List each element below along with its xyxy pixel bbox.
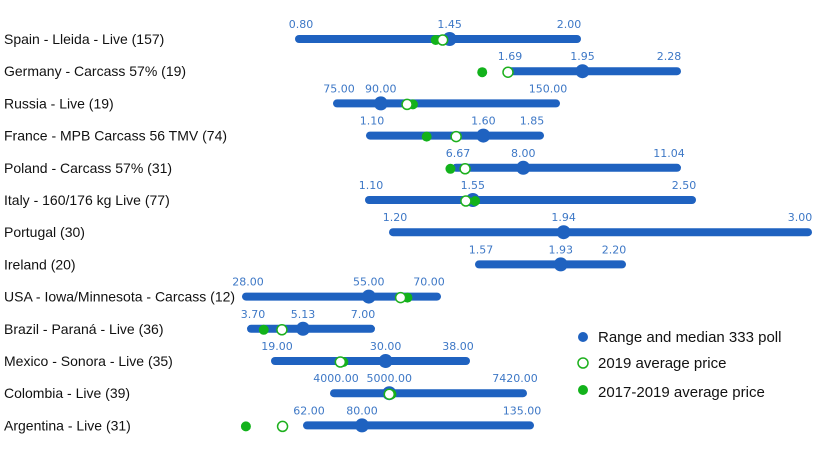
median-dot: [476, 128, 491, 143]
row-label: Mexico - Sonora - Live (35): [4, 353, 173, 369]
min-value-label: 1.10: [360, 115, 385, 128]
min-value-label: 1.20: [383, 211, 408, 224]
row-label: USA - Iowa/Minnesota - Carcass (12): [4, 289, 235, 305]
max-value-label: 2.28: [657, 50, 682, 63]
median-dot: [516, 160, 531, 175]
row-label: France - MPB Carcass 56 TMV (74): [4, 128, 227, 144]
median-value-label: 5000.00: [367, 372, 413, 385]
median-value-label: 90.00: [365, 82, 397, 95]
min-value-label: 28.00: [232, 276, 264, 289]
median-value-label: 30.00: [370, 340, 402, 353]
median-dot: [553, 257, 568, 272]
legend-avg2017-2019-marker: [578, 385, 588, 395]
max-value-label: 2.00: [557, 18, 582, 31]
row-label: Portugal (30): [4, 224, 85, 240]
rows-layer: Spain - Lleida - Live (157) 0.80 2.00 1.45 G…: [4, 18, 812, 433]
max-value-label: 3.00: [788, 211, 813, 224]
row-label: Russia - Live (19): [4, 95, 114, 111]
avg-2019-dot: [383, 388, 396, 400]
avg-2019-dot: [436, 34, 449, 46]
median-value-label: 1.93: [548, 243, 573, 256]
row-label: Spain - Lleida - Live (157): [4, 31, 164, 47]
median-value-label: 55.00: [353, 276, 385, 289]
avg-2019-dot: [502, 66, 514, 78]
max-value-label: 135.00: [503, 404, 542, 417]
max-value-label: 2.20: [602, 243, 627, 256]
avg-2019-dot: [276, 420, 289, 433]
avg-2017-2019-dot: [421, 131, 432, 142]
median-value-label: 8.00: [511, 147, 536, 160]
avg-2019-dot: [460, 195, 472, 207]
median-dot: [296, 321, 310, 336]
max-value-label: 7.00: [351, 308, 376, 321]
row-label: Brazil - Paraná - Live (36): [4, 321, 164, 337]
max-value-label: 7420.00: [492, 372, 538, 385]
row-label: Germany - Carcass 57% (19): [4, 63, 186, 79]
max-value-label: 38.00: [442, 340, 474, 353]
legend-avg2019-marker: [577, 357, 589, 369]
min-value-label: 75.00: [323, 82, 355, 95]
avg-2019-dot: [276, 324, 288, 336]
min-value-label: 1.69: [498, 50, 523, 63]
avg-2017-2019-dot: [240, 421, 251, 432]
median-dot: [373, 96, 388, 111]
median-value-label: 1.95: [570, 50, 595, 63]
avg-2019-dot: [450, 130, 462, 143]
median-value-label: 80.00: [346, 404, 378, 417]
median-value-label: 1.55: [461, 179, 486, 192]
min-value-label: 4000.00: [313, 372, 359, 385]
legend-avg2017-2019-label: 2017-2019 average price: [598, 384, 765, 401]
min-value-label: 1.10: [359, 179, 384, 192]
legend-range-label: Range and median 333 poll: [598, 329, 781, 346]
median-dot: [354, 418, 369, 433]
median-dot: [575, 64, 590, 79]
legend-avg2019-label: 2019 average price: [598, 355, 726, 372]
row-label: Argentina - Live (31): [4, 417, 131, 433]
min-value-label: 1.57: [469, 243, 494, 256]
median-dot: [361, 289, 376, 304]
median-dot: [378, 354, 393, 368]
avg-2017-2019-dot: [470, 196, 481, 206]
legend-range-marker: [578, 332, 588, 342]
row-label: Colombia - Live (39): [4, 385, 130, 401]
avg-2017-2019-dot: [477, 67, 488, 78]
median-value-label: 1.45: [437, 18, 462, 31]
avg-2019-dot: [334, 356, 347, 368]
row-label: Poland - Carcass 57% (31): [4, 160, 172, 176]
median-value-label: 1.94: [551, 211, 576, 224]
median-value-label: 5.13: [291, 308, 316, 321]
avg-2019-dot: [401, 98, 413, 111]
avg-2017-2019-dot: [445, 163, 456, 174]
max-value-label: 70.00: [413, 276, 445, 289]
avg-2019-dot: [394, 291, 407, 304]
min-value-label: 3.70: [241, 308, 266, 321]
min-value-label: 19.00: [261, 340, 293, 353]
min-value-label: 62.00: [293, 404, 325, 417]
median-dot: [556, 225, 571, 240]
row-label: Ireland (20): [4, 256, 76, 272]
min-value-label: 6.67: [446, 147, 471, 160]
row-label: Italy - 160/176 kg Live (77): [4, 192, 170, 208]
avg-2019-dot: [459, 163, 471, 175]
max-value-label: 150.00: [529, 82, 568, 95]
median-value-label: 1.60: [471, 115, 496, 128]
avg-2017-2019-dot: [258, 324, 269, 335]
max-value-label: 11.04: [653, 147, 685, 160]
max-value-label: 2.50: [672, 179, 697, 192]
legend: Range and median 333 poll 2019 average p…: [577, 329, 781, 401]
max-value-label: 1.85: [520, 115, 545, 128]
min-value-label: 0.80: [289, 18, 314, 31]
